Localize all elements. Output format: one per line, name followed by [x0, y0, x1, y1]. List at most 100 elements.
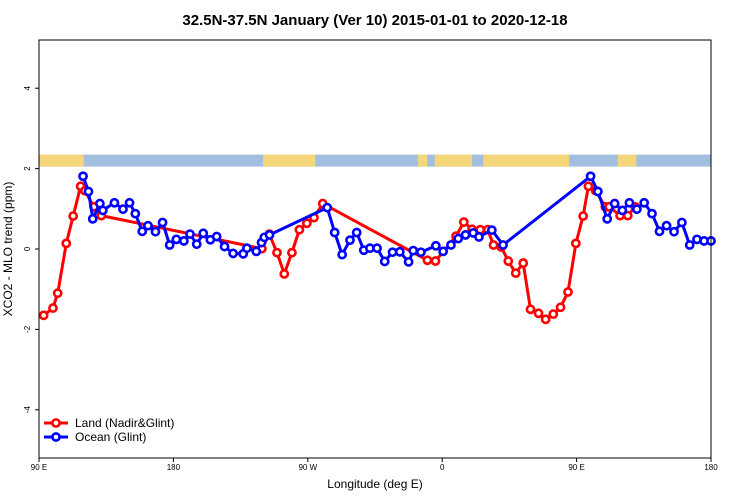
x-tick-label: 0: [440, 463, 445, 472]
data-point: [130, 208, 141, 219]
data-point: [279, 269, 290, 279]
data-point: [403, 256, 414, 267]
x-tick-label: 90 E: [31, 463, 47, 472]
data-point: [372, 243, 382, 254]
data-point: [171, 234, 182, 245]
data-point: [109, 197, 120, 208]
legend-marker: [51, 418, 61, 428]
data-point: [525, 304, 536, 315]
data-point: [510, 268, 521, 279]
data-point: [211, 231, 222, 242]
data-point: [287, 247, 297, 258]
data-point: [624, 197, 635, 208]
data-point: [137, 226, 148, 237]
data-point: [68, 211, 79, 221]
data-point: [124, 197, 135, 208]
data-point: [198, 228, 209, 239]
data-point: [592, 186, 603, 197]
land-band-segment: [434, 154, 473, 167]
plot-frame: [38, 39, 712, 459]
data-point: [498, 240, 508, 250]
x-tick-label: 90 E: [568, 463, 584, 472]
x-tick-label: 180: [167, 463, 181, 472]
surface-band: [39, 154, 711, 167]
legend-marker: [51, 432, 61, 442]
y-tick-label: 4: [23, 85, 32, 90]
data-point: [294, 224, 305, 235]
data-point: [416, 247, 426, 258]
y-tick-label: -4: [23, 406, 32, 414]
data-point: [583, 181, 594, 192]
data-point: [345, 235, 355, 246]
data-point: [578, 211, 589, 221]
data-point: [647, 208, 657, 219]
data-point: [97, 205, 108, 216]
data-point: [185, 229, 195, 240]
data-point: [351, 227, 362, 238]
data-point: [609, 198, 620, 209]
land-band-segment: [417, 154, 428, 167]
x-axis-title: Longitude (deg E): [327, 477, 422, 491]
data-point: [602, 213, 613, 224]
data-point: [430, 240, 441, 251]
data-point: [453, 233, 464, 244]
y-tick-label: 2: [23, 166, 32, 171]
data-point: [533, 308, 544, 319]
data-point: [408, 245, 419, 256]
data-point: [458, 217, 469, 227]
data-point: [87, 213, 98, 224]
data-point: [503, 256, 514, 266]
data-point: [474, 232, 484, 242]
data-point: [322, 202, 333, 213]
land-band-segment: [39, 154, 84, 167]
data-point: [446, 240, 456, 250]
data-point: [272, 247, 282, 258]
data-point: [329, 227, 340, 238]
y-tick-label: 0: [23, 246, 32, 251]
data-point: [150, 226, 161, 237]
data-point: [78, 171, 88, 182]
ocean-band: [39, 154, 711, 167]
data-point: [164, 240, 175, 250]
chart-title: 32.5N-37.5N January (Ver 10) 2015-01-01 …: [182, 12, 567, 29]
data-point: [48, 303, 58, 313]
data-point: [540, 314, 551, 325]
land-band-segment: [617, 154, 637, 167]
legend-label: Ocean (Glint): [75, 430, 146, 444]
land-band-segment: [483, 154, 570, 167]
data-point: [301, 218, 312, 229]
data-point: [430, 256, 441, 266]
data-point: [570, 238, 581, 249]
legend: Land (Nadir&Glint)Ocean (Glint): [44, 416, 174, 444]
data-point: [379, 256, 390, 267]
data-point: [251, 246, 262, 257]
data-point: [38, 310, 49, 321]
data-point: [422, 255, 433, 266]
data-point: [438, 246, 449, 257]
data-point: [654, 226, 665, 237]
data-point: [394, 246, 405, 257]
y-tick-label: -2: [23, 325, 32, 333]
axes: 90 E 180 90 W 0 90 E 180 -4 -2 0 2 4: [23, 85, 718, 472]
data-point: [157, 217, 168, 228]
data-point: [228, 248, 239, 259]
data-point: [337, 249, 348, 260]
data-point: [661, 220, 672, 231]
data-point: [548, 309, 559, 320]
data-point: [563, 287, 573, 297]
x-tick-label: 90 W: [298, 463, 317, 472]
data-point: [631, 204, 642, 215]
data-point: [460, 230, 471, 240]
data-point: [143, 220, 153, 231]
data-point: [83, 186, 94, 197]
data-point: [178, 236, 189, 246]
data-point: [264, 230, 275, 240]
data-point: [488, 240, 499, 250]
data-point: [639, 197, 650, 208]
data-point: [191, 239, 202, 250]
data-point: [585, 171, 596, 182]
data-point: [242, 243, 252, 254]
data-point: [555, 302, 566, 313]
x-tick-label: 180: [704, 463, 718, 472]
